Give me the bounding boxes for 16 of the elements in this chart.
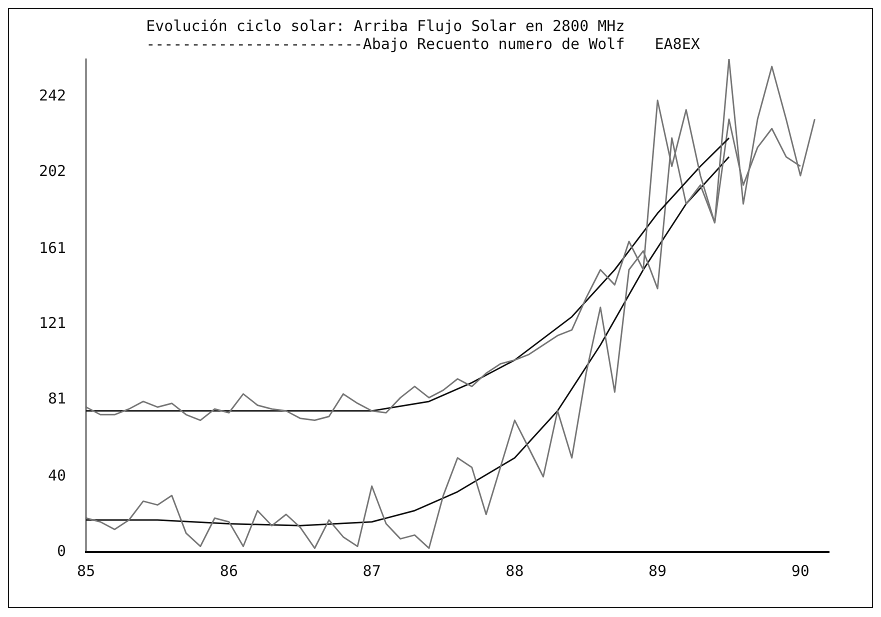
x-tick-label: 90: [791, 562, 810, 580]
x-tick-label: 85: [77, 562, 96, 580]
x-tick-label: 88: [506, 562, 524, 580]
x-tick-label: 87: [362, 562, 381, 580]
text: EA8EX: [654, 35, 700, 53]
chart-title: Evolución ciclo solar: Arriba Flujo Solar en 2800 MHz: [146, 17, 625, 35]
y-tick-label: 202: [39, 162, 66, 180]
y-tick-label: 0: [57, 542, 66, 560]
chart-subtitle: ------------------------Abajo Recuento numero de Wolf: [146, 35, 625, 53]
y-tick-label: 242: [39, 86, 66, 105]
x-tick-label: 89: [648, 562, 667, 580]
y-tick-label: 81: [48, 389, 66, 408]
x-tick-label: 86: [220, 562, 238, 580]
y-tick-label: 40: [48, 466, 66, 485]
y-tick-label: 161: [39, 238, 66, 257]
y-tick-label: 121: [39, 314, 66, 332]
